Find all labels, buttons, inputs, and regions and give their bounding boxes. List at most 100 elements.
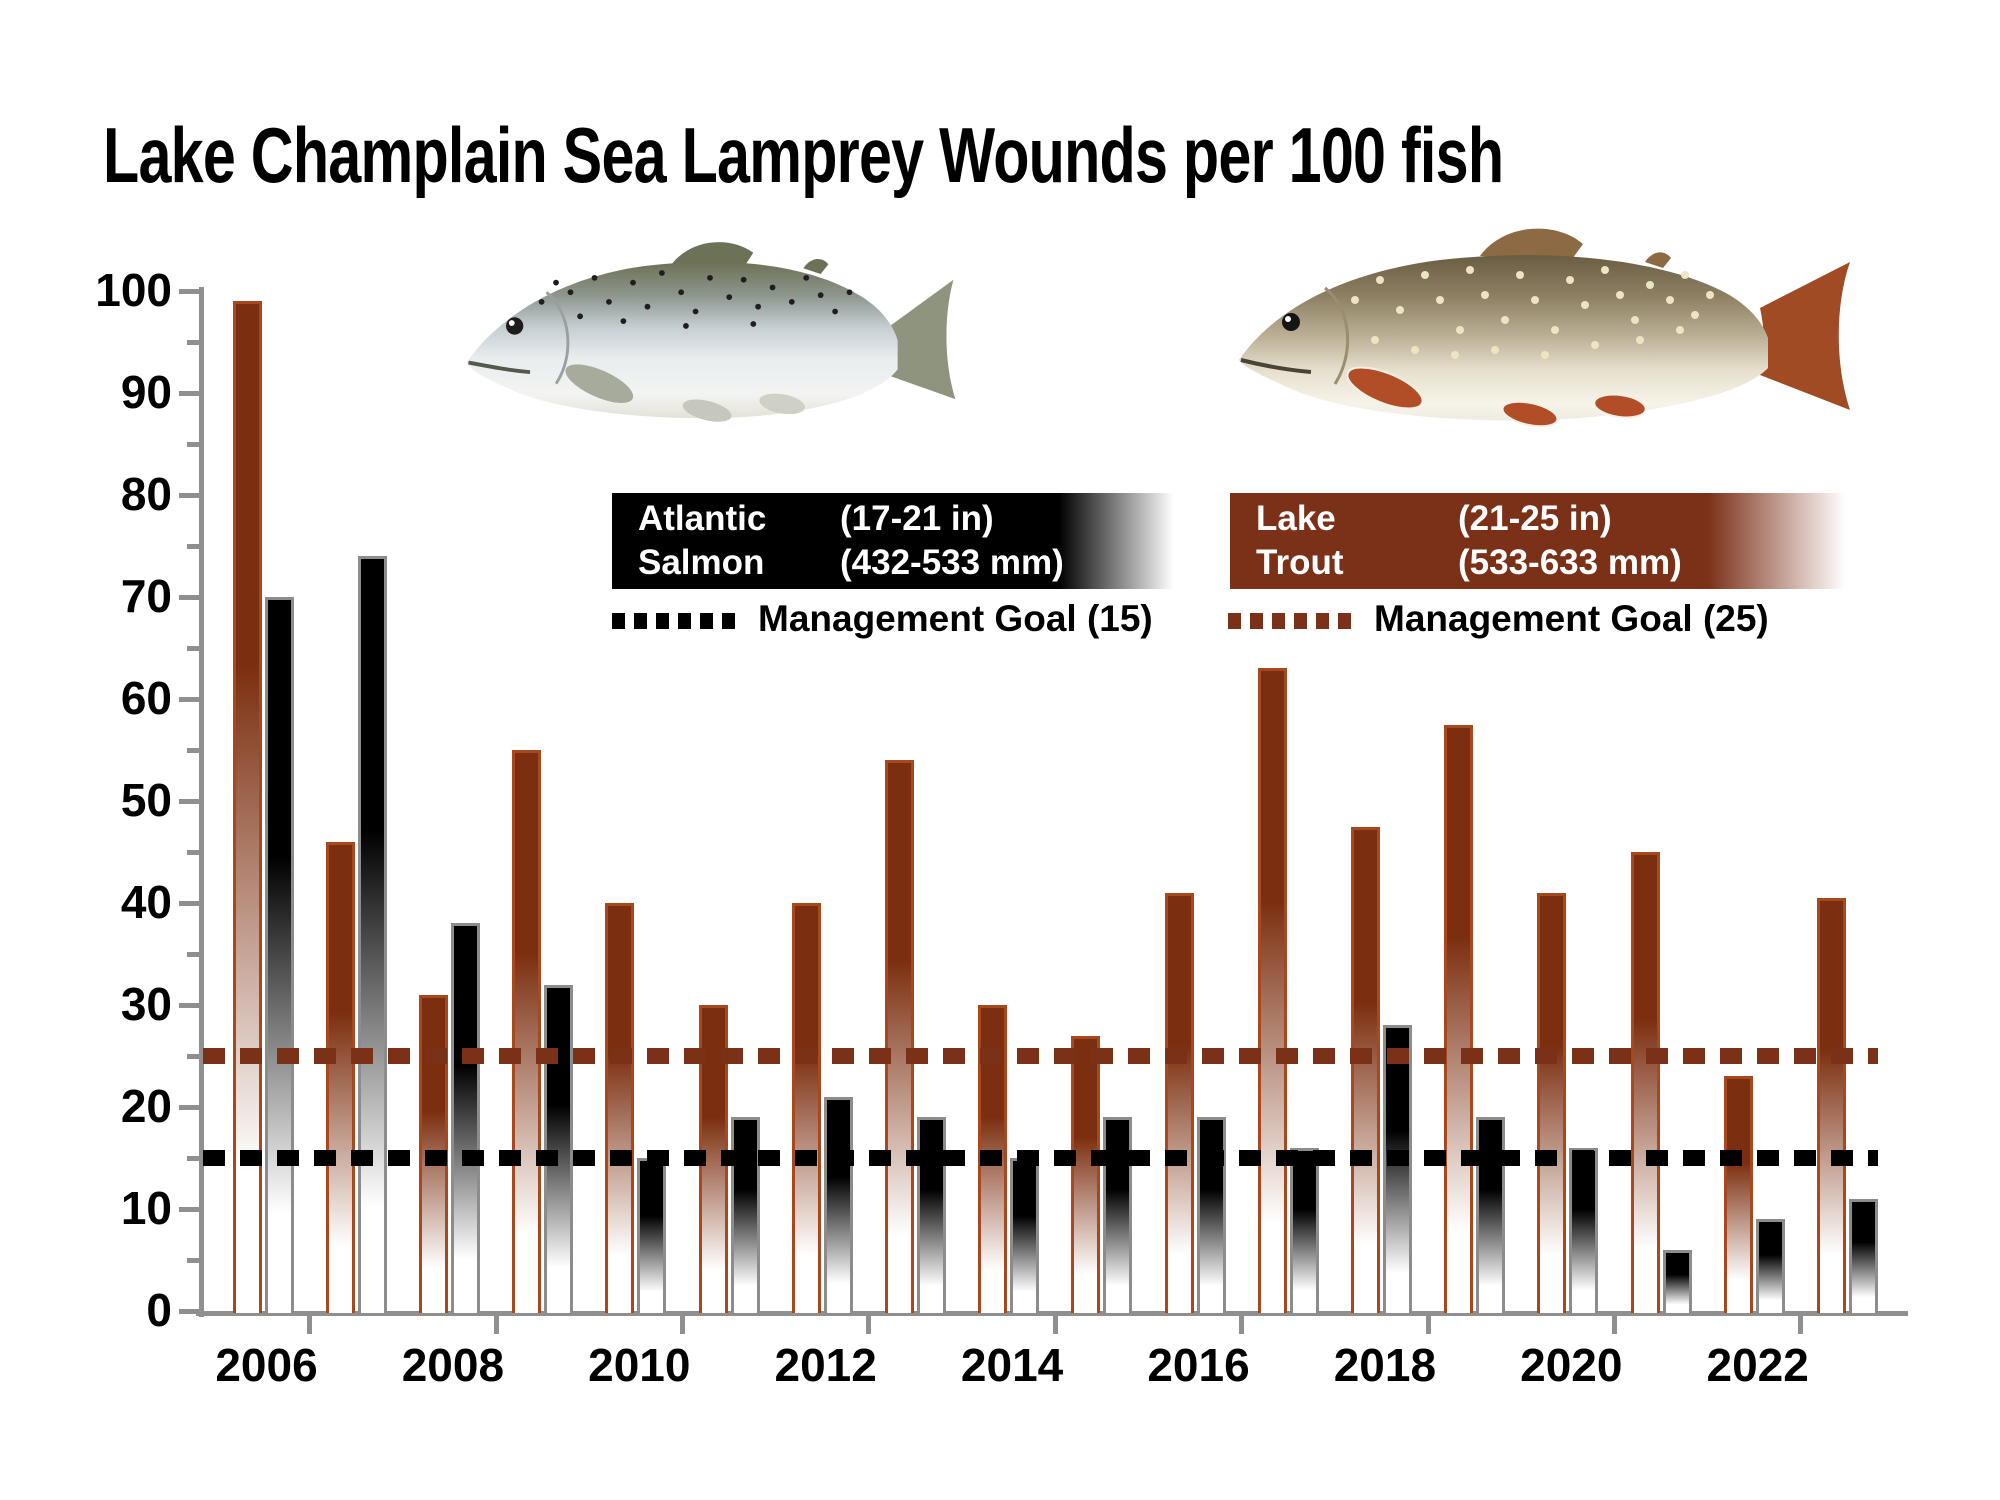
y-minor-tick: [187, 1156, 203, 1161]
y-major-tick: [179, 799, 203, 804]
bar-atlantic-salmon-2018: [1382, 1025, 1412, 1313]
bar-lake-trout-2012: [791, 903, 821, 1313]
y-tick-label: 0: [146, 1284, 172, 1336]
bar-lake-trout-2023: [1816, 897, 1846, 1313]
x-boundary-tick: [1239, 1314, 1245, 1334]
bar-atlantic-salmon-2021: [1662, 1249, 1692, 1313]
bar-lake-trout-2016: [1164, 892, 1194, 1313]
x-tick-label: 2018: [1333, 1339, 1437, 1391]
bar-atlantic-salmon-2020: [1569, 1147, 1599, 1313]
bar-atlantic-salmon-2007: [357, 556, 387, 1313]
bar-atlantic-salmon-2008: [450, 923, 480, 1313]
bar-lake-trout-2019: [1444, 724, 1474, 1313]
bar-lake-trout-2021: [1630, 852, 1660, 1313]
y-minor-tick: [187, 850, 203, 855]
y-major-tick: [179, 901, 203, 906]
bar-lake-trout-2007: [325, 841, 355, 1313]
y-minor-tick: [187, 1054, 203, 1059]
x-boundary-tick: [1611, 1314, 1617, 1334]
salmon-goal-label: Management Goal (15): [758, 598, 1153, 639]
salmon-size-in: (17-21 in): [840, 499, 994, 538]
y-major-tick: [179, 697, 203, 702]
trout-name: Lake Trout: [1230, 497, 1458, 585]
bar-lake-trout-2010: [605, 903, 635, 1313]
salmon-name-line1: Atlantic: [638, 499, 767, 538]
x-tick-label: 2006: [215, 1339, 318, 1391]
bar-atlantic-salmon-2022: [1755, 1219, 1785, 1313]
x-boundary-tick: [866, 1314, 872, 1334]
y-tick-label: 30: [120, 978, 172, 1030]
bar-atlantic-salmon-2023: [1848, 1198, 1878, 1313]
bar-atlantic-salmon-2006: [264, 597, 294, 1313]
bar-lake-trout-2022: [1723, 1076, 1753, 1313]
salmon-size-range: (17-21 in) (432-533 mm): [840, 497, 1185, 585]
bar-lake-trout-2018: [1350, 826, 1380, 1313]
bar-lake-trout-2006: [232, 301, 262, 1313]
bar-lake-trout-2020: [1537, 892, 1567, 1313]
trout-goal-label: Management Goal (25): [1374, 598, 1769, 639]
x-tick-label: 2016: [1147, 1339, 1250, 1391]
y-minor-tick: [187, 442, 203, 447]
y-tick-label: 80: [120, 468, 172, 520]
y-tick-label: 70: [120, 570, 172, 622]
bar-atlantic-salmon-2011: [730, 1117, 760, 1313]
y-tick-label: 60: [120, 672, 172, 724]
y-major-tick: [179, 289, 203, 294]
x-boundary-tick: [493, 1314, 499, 1334]
y-tick-label: 50: [120, 774, 172, 826]
x-tick-label: 2020: [1520, 1339, 1623, 1391]
x-tick-label: 2008: [401, 1339, 505, 1391]
y-major-tick: [179, 595, 203, 600]
atlantic-salmon-image: [466, 242, 956, 422]
goal-line-25: [203, 1048, 1878, 1064]
salmon-name: Atlantic Salmon: [612, 497, 840, 585]
bar-atlantic-salmon-2016: [1196, 1117, 1226, 1313]
y-tick-label: 40: [120, 876, 172, 928]
y-major-tick: [179, 1207, 203, 1212]
bar-atlantic-salmon-2012: [823, 1096, 853, 1313]
y-minor-tick: [187, 544, 203, 549]
chart-title: Lake Champlain Sea Lamprey Wounds per 10…: [103, 111, 1504, 199]
x-boundary-tick: [1052, 1314, 1058, 1334]
salmon-name-line2: Salmon: [638, 543, 765, 582]
bar-atlantic-salmon-2009: [544, 984, 574, 1313]
y-tick-label: 10: [120, 1182, 172, 1234]
x-boundary-tick: [1798, 1314, 1804, 1334]
x-boundary-tick: [307, 1314, 313, 1334]
salmon-legend-box: Atlantic Salmon (17-21 in) (432-533 mm): [612, 493, 1185, 589]
bar-atlantic-salmon-2019: [1476, 1117, 1506, 1313]
trout-size-mm: (533-633 mm): [1458, 543, 1682, 582]
x-axis: [196, 1311, 1908, 1316]
y-minor-tick: [187, 646, 203, 651]
trout-legend-box: Lake Trout (21-25 in) (533-633 mm): [1230, 493, 1858, 589]
bar-atlantic-salmon-2014: [1010, 1158, 1040, 1313]
salmon-size-mm: (432-533 mm): [840, 543, 1064, 582]
y-tick-label: 90: [120, 366, 172, 418]
y-major-tick: [179, 391, 203, 396]
trout-name-line1: Lake: [1256, 499, 1336, 538]
bar-atlantic-salmon-2013: [916, 1117, 946, 1313]
bar-atlantic-salmon-2015: [1103, 1117, 1133, 1313]
y-major-tick: [179, 493, 203, 498]
bar-lake-trout-2013: [884, 760, 914, 1313]
bar-atlantic-salmon-2010: [637, 1158, 667, 1313]
x-tick-label: 2022: [1706, 1339, 1809, 1391]
y-major-tick: [179, 1105, 203, 1110]
y-tick-label: 100: [95, 264, 172, 316]
y-tick-label: 20: [120, 1080, 172, 1132]
x-tick-label: 2014: [960, 1339, 1064, 1391]
x-boundary-tick: [679, 1314, 685, 1334]
trout-goal-dashed-line-icon: [1228, 613, 1360, 629]
x-tick-label: 2012: [774, 1339, 877, 1391]
salmon-goal-dashed-line-icon: [612, 613, 744, 629]
lake-trout-image: [1239, 228, 1850, 428]
trout-name-line2: Trout: [1256, 543, 1344, 582]
bar-lake-trout-2015: [1071, 1035, 1101, 1313]
y-minor-tick: [187, 1258, 203, 1263]
y-major-tick: [179, 1309, 203, 1314]
goal-line-15: [203, 1150, 1878, 1166]
y-major-tick: [179, 1003, 203, 1008]
y-minor-tick: [187, 748, 203, 753]
bar-atlantic-salmon-2017: [1289, 1147, 1319, 1313]
bar-lake-trout-2009: [512, 750, 542, 1313]
